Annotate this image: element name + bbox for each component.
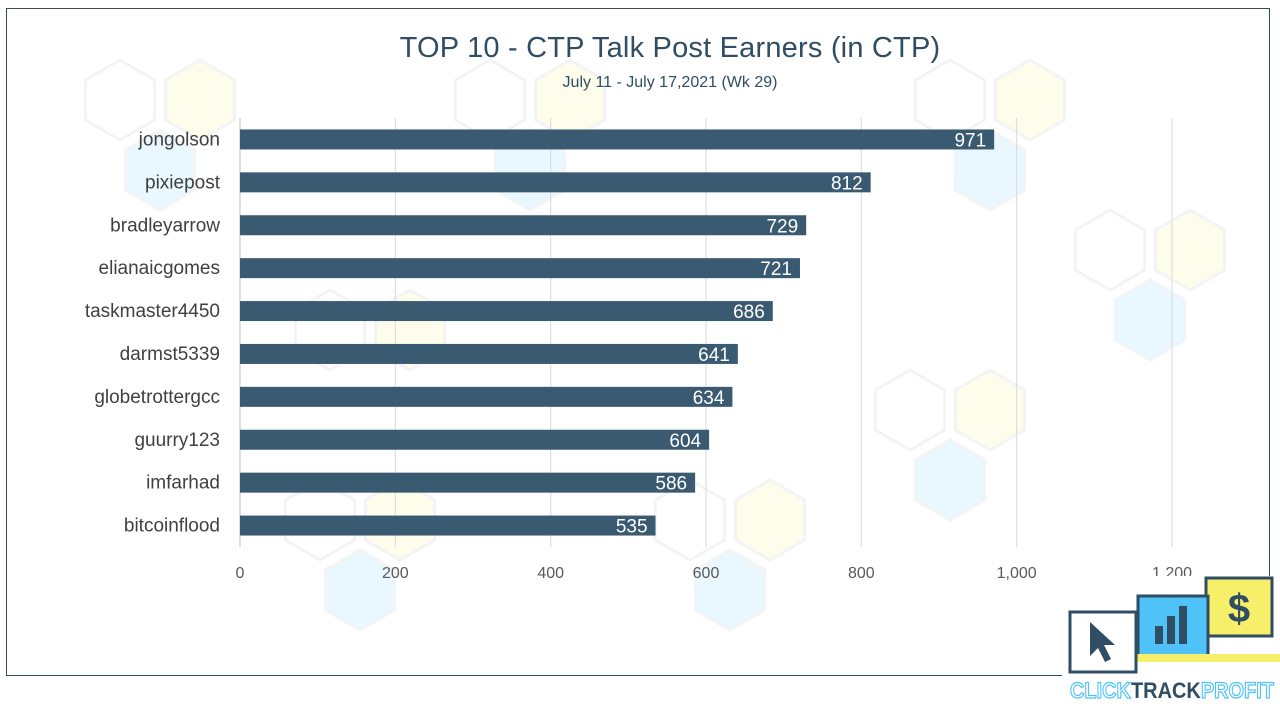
clicktrackprofit-logo: $ CLICKTRACKPROFIT (1062, 576, 1280, 706)
category-label: globetrottergcc (94, 387, 220, 408)
watermark-hexagon (913, 438, 987, 522)
data-label: 686 (733, 302, 765, 323)
category-label: bitcoinflood (124, 516, 220, 537)
category-label: darmst5339 (120, 344, 220, 365)
logo-text-profit: PROFIT (1201, 678, 1275, 703)
bar (240, 343, 738, 364)
watermark-hexagon (1113, 278, 1187, 362)
x-tick-label: 200 (382, 565, 409, 582)
watermark-hexagon (653, 478, 727, 562)
bar (240, 515, 656, 536)
bar (240, 215, 807, 236)
category-label: taskmaster4450 (85, 301, 220, 322)
category-label: elianaicgomes (99, 258, 220, 279)
bar (240, 129, 995, 150)
watermark-hexagon (873, 368, 947, 452)
data-label: 812 (831, 173, 863, 194)
bar (240, 386, 733, 407)
watermark-hexagon (993, 58, 1067, 142)
category-label: jongolson (138, 129, 220, 150)
x-tick-label: 400 (537, 565, 564, 582)
bar-chart-icon (1155, 606, 1187, 644)
bar (240, 258, 800, 279)
bar (240, 472, 696, 493)
chart-title: TOP 10 - CTP Talk Post Earners (in CTP) (399, 32, 941, 64)
watermark-hexagon (693, 548, 767, 632)
data-label: 641 (698, 345, 730, 366)
bar (240, 172, 871, 193)
watermark-hexagon (123, 128, 197, 212)
bar (240, 301, 773, 322)
dollar-icon: $ (1228, 587, 1250, 631)
bar (240, 429, 710, 450)
data-label: 729 (766, 216, 798, 237)
watermark-hexagon (733, 478, 807, 562)
watermark-hexagon (1153, 208, 1227, 292)
watermark-hexagon (163, 58, 237, 142)
category-label: pixiepost (145, 172, 221, 193)
data-label: 535 (616, 517, 648, 538)
data-label: 604 (669, 431, 701, 452)
watermark-hexagon (1073, 208, 1147, 292)
svg-text:CLICKTRACKPROFIT: CLICKTRACKPROFIT (1070, 678, 1275, 703)
watermark-hexagon (323, 548, 397, 632)
x-tick-label: 600 (693, 565, 720, 582)
x-tick-label: 1,000 (997, 565, 1037, 582)
category-label: bradleyarrow (110, 215, 220, 236)
watermark-hexagon (953, 128, 1027, 212)
data-label: 634 (693, 388, 725, 409)
chart-subtitle: July 11 - July 17,2021 (Wk 29) (562, 74, 778, 91)
logo-text-track: TRACK (1131, 678, 1201, 703)
chart-frame (6, 8, 1270, 676)
logo-text-click: CLICK (1070, 678, 1131, 703)
x-tick-label: 800 (848, 565, 875, 582)
data-label: 971 (954, 130, 986, 151)
watermark-hexagon (83, 58, 157, 142)
x-tick-label: 0 (236, 565, 245, 582)
watermark-hexagon (953, 368, 1027, 452)
cursor-icon (1090, 622, 1115, 662)
data-label: 586 (655, 474, 687, 495)
data-label: 721 (760, 259, 792, 280)
category-label: imfarhad (146, 473, 220, 494)
category-label: guurry123 (134, 430, 220, 451)
